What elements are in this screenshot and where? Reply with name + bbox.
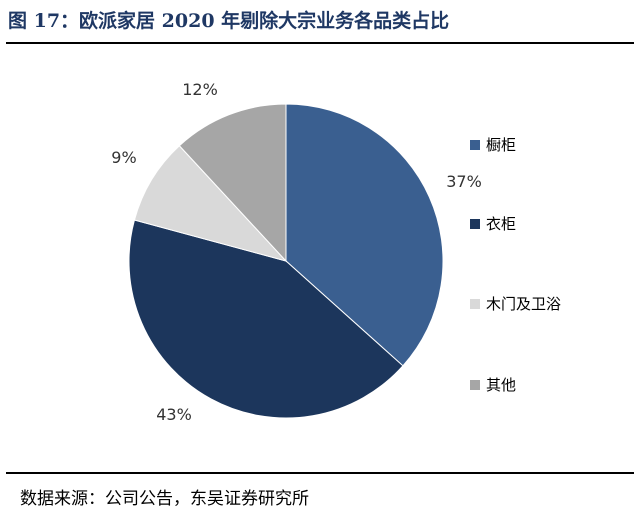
legend-swatch-other — [470, 379, 480, 390]
pct-label-cabinets: 37% — [446, 172, 482, 191]
pie-slice-cabinets — [285, 103, 444, 367]
legend-item-other: 其他 — [470, 374, 516, 395]
data-source-note: 数据来源：公司公告，东吴证券研究所 — [20, 489, 309, 509]
legend-label-other: 其他 — [486, 376, 517, 394]
pie-chart: 37% 43% 9% 12% — [111, 80, 482, 424]
legend-label-cabinets: 橱柜 — [486, 136, 517, 154]
pct-label-other: 12% — [182, 80, 218, 99]
legend-swatch-cabinets — [470, 139, 480, 150]
title-divider — [6, 42, 634, 44]
legend-swatch-wardrobes — [470, 218, 480, 229]
pie-slice-doors-bath — [133, 145, 288, 262]
legend-item-doors-bath: 木门及卫浴 — [470, 293, 561, 314]
pie-slice-other — [178, 103, 287, 263]
legend-item-cabinets: 橱柜 — [470, 134, 516, 155]
pct-label-doors-bath: 9% — [111, 148, 136, 167]
legend-item-wardrobes: 衣柜 — [470, 213, 516, 234]
pct-label-wardrobes: 43% — [156, 405, 192, 424]
legend-swatch-doors-bath — [470, 298, 480, 309]
page-title: 图 17：欧派家居 2020 年剔除大宗业务各品类占比 — [8, 10, 450, 32]
legend-label-wardrobes: 衣柜 — [486, 215, 517, 233]
footer-divider — [6, 472, 634, 474]
legend-label-doors-bath: 木门及卫浴 — [486, 295, 562, 313]
pie-slice-wardrobes — [128, 219, 404, 419]
